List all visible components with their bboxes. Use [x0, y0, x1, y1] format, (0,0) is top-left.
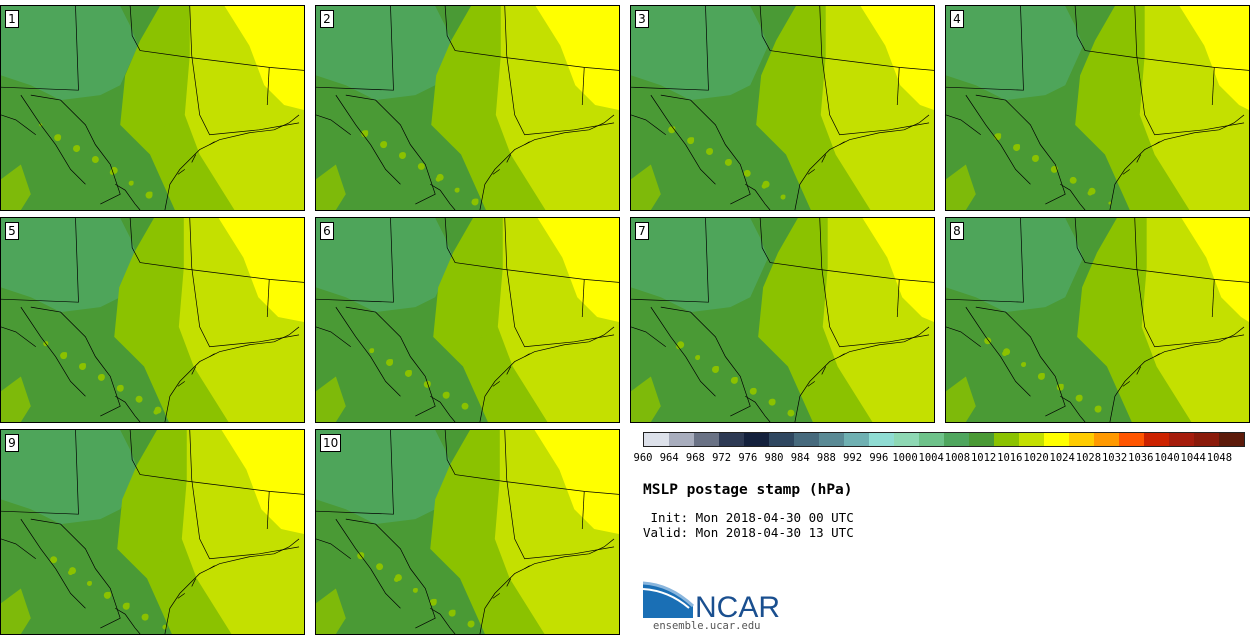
colorbar-swatch	[944, 433, 969, 446]
colorbar-swatch	[844, 433, 869, 446]
colorbar-swatch	[744, 433, 769, 446]
pressure-map	[1, 6, 304, 210]
member-label: 5	[5, 222, 19, 240]
colorbar-tick-label: 1016	[997, 452, 1023, 464]
pressure-map	[946, 218, 1249, 422]
colorbar-swatch	[819, 433, 844, 446]
colorbar-tick-label: 984	[790, 452, 810, 464]
ensemble-member-panel: 3	[630, 5, 935, 211]
colorbar-tick-label: 980	[764, 452, 784, 464]
colorbar-tick-label: 1024	[1049, 452, 1075, 464]
colorbar-tick-label: 1000	[892, 452, 918, 464]
pressure-map	[1, 430, 304, 634]
colorbar-tick-label: 1020	[1023, 452, 1049, 464]
colorbar-swatch	[994, 433, 1019, 446]
pressure-map	[631, 218, 934, 422]
colorbar-swatch	[1219, 433, 1244, 446]
colorbar-tick-label: 1012	[970, 452, 997, 464]
colorbar-tick-label: 964	[659, 452, 679, 464]
ensemble-member-panel: 10	[315, 429, 620, 635]
colorbar-tick-label: 1032	[1101, 452, 1128, 464]
colorbar-swatch	[719, 433, 744, 446]
colorbar-tick-label: 992	[843, 452, 863, 464]
pressure-map	[1, 218, 304, 422]
colorbar-swatch	[1119, 433, 1144, 446]
colorbar-swatch	[969, 433, 994, 446]
ensemble-member-panel: 2	[315, 5, 620, 211]
colorbar-tick-label: 972	[712, 452, 732, 464]
ensemble-member-panel: 8	[945, 217, 1250, 423]
init-time: Init: Mon 2018-04-30 00 UTC	[643, 510, 854, 525]
colorbar-swatch	[794, 433, 819, 446]
colorbar-swatch	[1044, 433, 1069, 446]
member-label: 8	[950, 222, 964, 240]
colorbar-swatch	[1069, 433, 1094, 446]
colorbar-swatch	[1019, 433, 1044, 446]
colorbar-swatch	[1194, 433, 1219, 446]
ensemble-member-panel: 1	[0, 5, 305, 211]
pressure-map	[316, 430, 619, 634]
colorbar-swatch	[769, 433, 794, 446]
member-label: 2	[320, 10, 334, 28]
member-label: 10	[320, 434, 342, 452]
colorbar-swatch	[1094, 433, 1119, 446]
member-label: 6	[320, 222, 334, 240]
colorbar-tick-label: 996	[869, 452, 889, 464]
colorbar-swatch	[1169, 433, 1194, 446]
colorbar-swatch	[644, 433, 669, 446]
colorbar-tick-label: 1040	[1154, 452, 1180, 464]
member-label: 4	[950, 10, 964, 28]
colorbar-tick-label: 976	[738, 452, 758, 464]
colorbar-tick-label: 1008	[944, 452, 971, 464]
colorbar-swatch	[694, 433, 719, 446]
colorbar-tick-label: 1028	[1075, 452, 1102, 464]
ensemble-member-panel: 6	[315, 217, 620, 423]
colorbar-swatch	[669, 433, 694, 446]
pressure-map	[316, 218, 619, 422]
ensemble-member-panel: 5	[0, 217, 305, 423]
colorbar-tick-label: 960	[633, 452, 653, 464]
ensemble-member-panel: 9	[0, 429, 305, 635]
valid-time: Valid: Mon 2018-04-30 13 UTC	[643, 525, 854, 540]
map-title: MSLP postage stamp (hPa)	[643, 482, 853, 498]
pressure-map	[946, 6, 1249, 210]
ensemble-member-panel: 4	[945, 5, 1250, 211]
colorbar-swatch	[894, 433, 919, 446]
colorbar-tick-label: 988	[816, 452, 836, 464]
pressure-colorbar	[643, 432, 1245, 447]
pressure-map	[631, 6, 934, 210]
ncar-logo-text: NCAR	[695, 591, 780, 623]
ncar-logo: NCAR	[643, 581, 780, 623]
member-label: 3	[635, 10, 649, 28]
pressure-map	[316, 6, 619, 210]
member-label: 7	[635, 222, 649, 240]
colorbar-swatch	[1144, 433, 1169, 446]
member-label: 9	[5, 434, 19, 452]
colorbar-swatch	[919, 433, 944, 446]
ensemble-member-panel: 7	[630, 217, 935, 423]
member-label: 1	[5, 10, 19, 28]
ensemble-url: ensemble.ucar.edu	[653, 620, 761, 632]
colorbar-tick-label: 1036	[1128, 452, 1154, 464]
colorbar-tick-label: 1048	[1206, 452, 1233, 464]
colorbar-swatch	[869, 433, 894, 446]
colorbar-tick-label: 1044	[1180, 452, 1206, 464]
colorbar-tick-label: 1004	[918, 452, 944, 464]
colorbar-tick-label: 968	[685, 452, 705, 464]
